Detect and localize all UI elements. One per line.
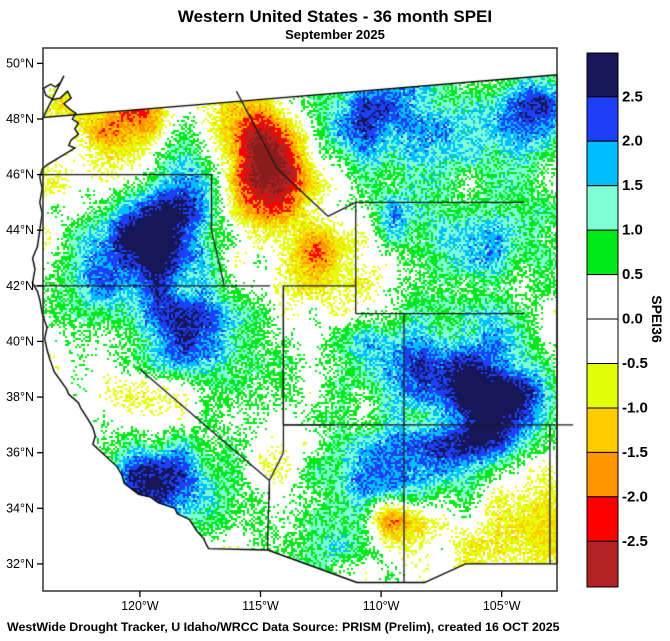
svg-text:44°N: 44°N: [6, 223, 34, 237]
svg-text:-2.0: -2.0: [622, 488, 648, 505]
svg-text:0.5: 0.5: [622, 266, 643, 283]
svg-text:2.5: 2.5: [622, 88, 643, 105]
svg-text:110°W: 110°W: [363, 599, 400, 613]
svg-text:-1.5: -1.5: [622, 444, 648, 461]
svg-text:2.0: 2.0: [622, 133, 643, 150]
svg-text:1.0: 1.0: [622, 222, 643, 239]
svg-text:0.0: 0.0: [622, 311, 643, 328]
svg-text:46°N: 46°N: [6, 168, 34, 182]
svg-text:1.5: 1.5: [622, 177, 643, 194]
svg-text:48°N: 48°N: [6, 112, 34, 126]
svg-text:-2.5: -2.5: [622, 533, 648, 550]
svg-text:32°N: 32°N: [6, 557, 34, 571]
svg-text:40°N: 40°N: [6, 334, 34, 348]
svg-text:38°N: 38°N: [6, 390, 34, 404]
svg-text:105°W: 105°W: [483, 599, 521, 613]
svg-text:34°N: 34°N: [6, 501, 34, 515]
svg-text:-1.0: -1.0: [622, 400, 648, 417]
svg-text:42°N: 42°N: [6, 279, 34, 293]
svg-text:50°N: 50°N: [6, 56, 34, 70]
svg-text:-0.5: -0.5: [622, 355, 648, 372]
svg-text:36°N: 36°N: [6, 446, 34, 460]
svg-text:SPEI36: SPEI36: [649, 295, 665, 343]
svg-text:120°W: 120°W: [121, 599, 159, 613]
svg-text:115°W: 115°W: [242, 599, 279, 613]
